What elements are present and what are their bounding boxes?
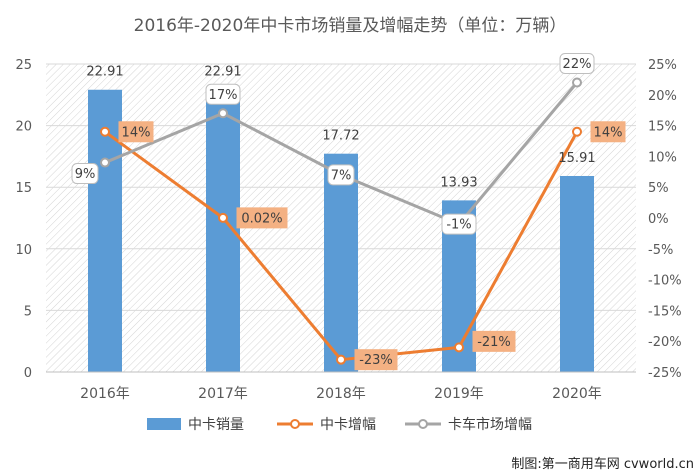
y2-tick-label: 25% — [648, 58, 677, 73]
data-label-box — [236, 207, 288, 229]
legend-label: 卡车市场增幅 — [448, 416, 532, 433]
y2-tick-label: 20% — [648, 89, 677, 104]
bar — [560, 175, 594, 372]
data-label-box — [472, 330, 516, 352]
data-label-box — [327, 164, 355, 186]
x-tick-label: 2019年 — [434, 386, 484, 402]
data-label-box — [118, 121, 154, 143]
data-label: -1% — [446, 218, 471, 233]
y-tick-label: 0 — [24, 366, 32, 381]
y2-tick-label: 10% — [648, 150, 677, 165]
data-point — [572, 126, 582, 137]
data-label: 0.02% — [241, 211, 282, 226]
data-label: -21% — [477, 335, 511, 350]
legend-label: 中卡销量 — [188, 417, 244, 433]
data-point — [454, 342, 464, 353]
y-tick-label: 10 — [15, 243, 32, 258]
bar-value-label: 22.91 — [204, 65, 241, 80]
data-point — [218, 212, 228, 223]
data-label: 14% — [594, 125, 623, 140]
data-point — [100, 126, 110, 137]
data-label-box — [441, 213, 477, 235]
x-tick-label: 2016年 — [80, 386, 130, 402]
chart-title: 2016年-2020年中卡市场销量及增幅走势（单位：万辆） — [134, 16, 567, 36]
y2-tick-label: -15% — [648, 304, 682, 319]
data-label-box — [205, 83, 241, 105]
bar-value-label: 15.91 — [558, 151, 595, 166]
data-label-box — [71, 163, 99, 185]
legend-swatch-bar — [147, 418, 181, 430]
x-tick-label: 2017年 — [198, 386, 248, 402]
y2-tick-label: -10% — [648, 274, 682, 289]
data-label: 17% — [209, 88, 238, 103]
x-tick-label: 2020年 — [552, 386, 602, 402]
y2-tick-label: -5% — [648, 243, 673, 258]
legend-swatch-marker — [290, 419, 300, 429]
data-point — [218, 108, 228, 119]
credit-text: 制图:第一商用车网 cvworld.cn — [511, 457, 694, 472]
data-label-box — [354, 349, 398, 371]
y-tick-label: 5 — [24, 304, 32, 319]
data-label: -23% — [359, 353, 393, 368]
data-label: 14% — [122, 125, 151, 140]
data-point — [100, 157, 110, 168]
y2-tick-label: 5% — [648, 181, 669, 196]
legend-swatch-marker — [418, 419, 428, 429]
y-tick-label: 20 — [15, 120, 32, 135]
data-point — [336, 354, 346, 365]
data-label: 22% — [563, 57, 592, 72]
y-tick-label: 25 — [15, 58, 32, 73]
y2-tick-label: -20% — [648, 335, 682, 350]
bar — [324, 153, 358, 372]
data-label: 7% — [331, 168, 352, 183]
y2-tick-label: 0% — [648, 212, 669, 227]
data-label-box — [590, 121, 626, 143]
data-label: 9% — [75, 167, 96, 182]
y2-tick-label: -25% — [648, 366, 682, 381]
legend-label: 中卡增幅 — [320, 417, 376, 433]
x-tick-label: 2018年 — [316, 386, 366, 402]
y-tick-label: 15 — [15, 181, 32, 196]
y2-tick-label: 15% — [648, 120, 677, 135]
bar-value-label: 22.91 — [86, 65, 123, 80]
bar-value-label: 13.93 — [440, 175, 477, 190]
data-label-box — [559, 52, 595, 74]
bar-value-label: 17.72 — [322, 129, 359, 144]
data-point — [572, 77, 582, 88]
bar — [88, 89, 122, 372]
